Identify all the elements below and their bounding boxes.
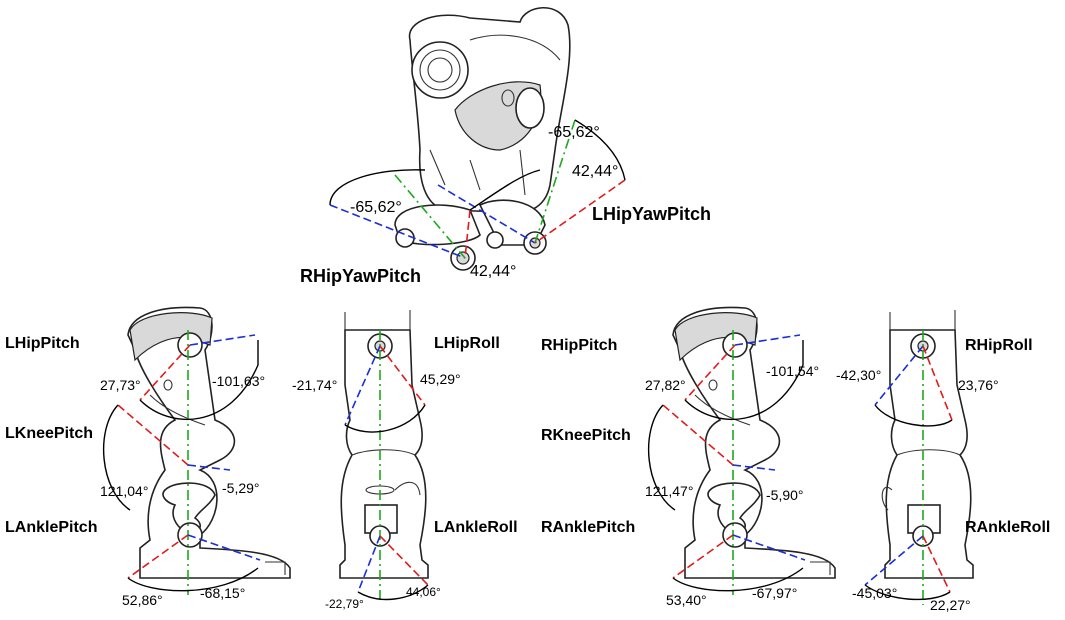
- label-lhipyawpitch: LHipYawPitch: [592, 204, 711, 224]
- angle-rankle-pos: 53,40°: [666, 592, 707, 608]
- angle-lknee-pos: 121,04°: [100, 483, 148, 499]
- label-rhipyawpitch: RHipYawPitch: [300, 266, 421, 286]
- angle-lhiproll-neg: -21,74°: [292, 377, 337, 393]
- left-leg-front-guides: [344, 330, 429, 601]
- pelvis-guide-lines: [329, 119, 626, 259]
- angle-rankle-neg: -67,97°: [752, 585, 797, 601]
- angle-rankleroll-pos: 22,27°: [930, 597, 971, 613]
- angle-rhiproll-pos: 23,76°: [958, 377, 999, 393]
- pelvis-figure: [394, 7, 571, 271]
- angle-rhippitch-neg: -101,54°: [766, 363, 819, 379]
- right-leg-side-figure: [672, 306, 836, 579]
- angle-top-left-neg: -65,62°: [350, 199, 402, 216]
- right-leg-side-guides: [647, 330, 806, 595]
- angle-lankle-pos: 52,86°: [122, 592, 163, 608]
- label-rhiproll: RHipRoll: [965, 337, 1033, 354]
- label-rankleroll: RAnkleRoll: [965, 519, 1050, 536]
- label-lankleroll: LAnkleRoll: [434, 519, 518, 536]
- angle-lhippitch-pos: 27,73°: [100, 377, 141, 393]
- left-leg-front-figure: [339, 310, 429, 579]
- angle-lankleroll-pos: 44,06°: [406, 585, 441, 599]
- angle-top-left-pos: 42,44°: [470, 263, 516, 280]
- angle-top-right-pos: 42,44°: [572, 163, 618, 180]
- angle-lankle-neg: -68,15°: [200, 585, 245, 601]
- left-leg-side-guides: [102, 330, 261, 595]
- angle-lankleroll-neg: -22,79°: [325, 597, 364, 611]
- label-lkneepitch: LKneePitch: [5, 425, 93, 442]
- label-lhiproll: LHipRoll: [434, 335, 500, 352]
- label-rhippitch: RHipPitch: [541, 337, 617, 354]
- label-lanklepitch: LAnklePitch: [5, 519, 97, 536]
- angle-rknee-neg: -5,90°: [766, 487, 804, 503]
- angle-rhippitch-pos: 27,82°: [645, 377, 686, 393]
- angle-lhiproll-pos: 45,29°: [420, 371, 461, 387]
- label-lhippitch: LHipPitch: [5, 335, 80, 352]
- angle-rhiproll-neg: -42,30°: [836, 367, 881, 383]
- angle-rankleroll-neg: -45,03°: [852, 585, 897, 601]
- left-leg-side-figure: [127, 306, 291, 579]
- right-leg-front-figure: [881, 310, 974, 579]
- angle-rknee-pos: 121,47°: [645, 483, 693, 499]
- right-leg-front-guides: [864, 330, 953, 605]
- angle-lknee-neg: -5,29°: [222, 480, 260, 496]
- label-ranklepitch: RAnklePitch: [541, 519, 635, 536]
- label-rkneepitch: RKneePitch: [541, 427, 631, 444]
- angle-lhippitch-neg: -101,63°: [212, 373, 265, 389]
- angle-top-right-neg: -65,62°: [548, 124, 600, 141]
